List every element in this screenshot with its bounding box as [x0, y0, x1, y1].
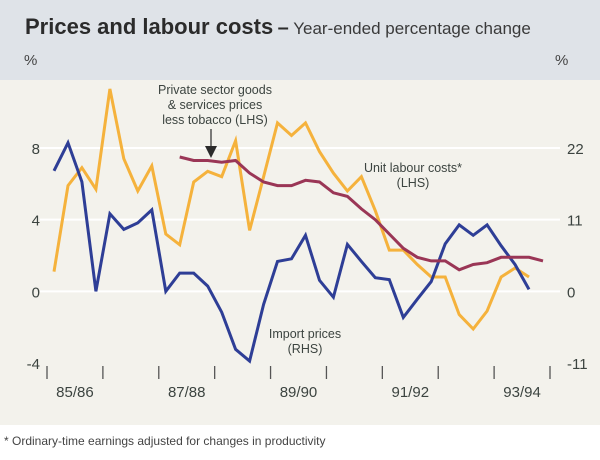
- title-separator: –: [277, 17, 289, 39]
- y-axis-labels: 8 22 4 11 0 0 -4 -11: [27, 141, 588, 373]
- right-axis-tick-label: 11: [567, 213, 583, 230]
- plot-panel: [0, 80, 600, 425]
- x-axis-labels: 85/86 87/88 89/90 91/92 93/94: [56, 384, 541, 401]
- grid-layer: [40, 147, 560, 293]
- chart-header: Prices and labour costs – Year-ended per…: [0, 0, 600, 80]
- x-axis-tick-label: 93/94: [503, 384, 541, 401]
- footnote: * Ordinary-time earnings adjusted for ch…: [4, 434, 326, 448]
- annotations: Private sector goods & services prices l…: [158, 83, 462, 356]
- title-main: Prices and labour costs: [25, 14, 274, 39]
- annotation-private-sector-line2: & services prices: [168, 98, 262, 112]
- annotation-unit-labour-line2: (LHS): [397, 176, 430, 190]
- left-axis-unit: %: [24, 52, 38, 69]
- x-axis-tick-label: 85/86: [56, 384, 94, 401]
- left-axis-tick-label: 4: [32, 213, 40, 230]
- annotation-private-sector-line1: Private sector goods: [158, 83, 272, 97]
- series-0: [52, 88, 530, 332]
- series-line: [179, 155, 544, 272]
- series-layer: [52, 88, 544, 364]
- left-axis-tick-label: 0: [32, 284, 40, 301]
- right-axis-tick-label: 22: [567, 141, 584, 158]
- x-axis-tick-label: 89/90: [280, 384, 318, 401]
- annotation-arrow: [205, 129, 217, 158]
- chart-title: Prices and labour costs – Year-ended per…: [25, 14, 531, 40]
- x-axis-ticks: [46, 366, 551, 379]
- right-axis-tick-label: -11: [567, 356, 588, 373]
- right-axis-unit: %: [555, 52, 569, 69]
- series-line: [52, 88, 530, 332]
- left-axis-tick-label: 8: [32, 141, 40, 158]
- annotation-unit-labour-line1: Unit labour costs*: [364, 161, 462, 175]
- title-subtitle: Year-ended percentage change: [293, 19, 531, 38]
- series-1: [52, 138, 531, 364]
- series-2: [179, 155, 544, 272]
- right-axis-tick-label: 0: [567, 284, 575, 301]
- x-axis-tick-label: 91/92: [392, 384, 430, 401]
- annotation-import-prices-line1: Import prices: [269, 327, 341, 341]
- annotation-import-prices-line2: (RHS): [288, 342, 323, 356]
- x-axis-tick-label: 87/88: [168, 384, 206, 401]
- left-axis-tick-label: -4: [27, 356, 40, 373]
- annotation-private-sector-line3: less tobacco (LHS): [162, 113, 268, 127]
